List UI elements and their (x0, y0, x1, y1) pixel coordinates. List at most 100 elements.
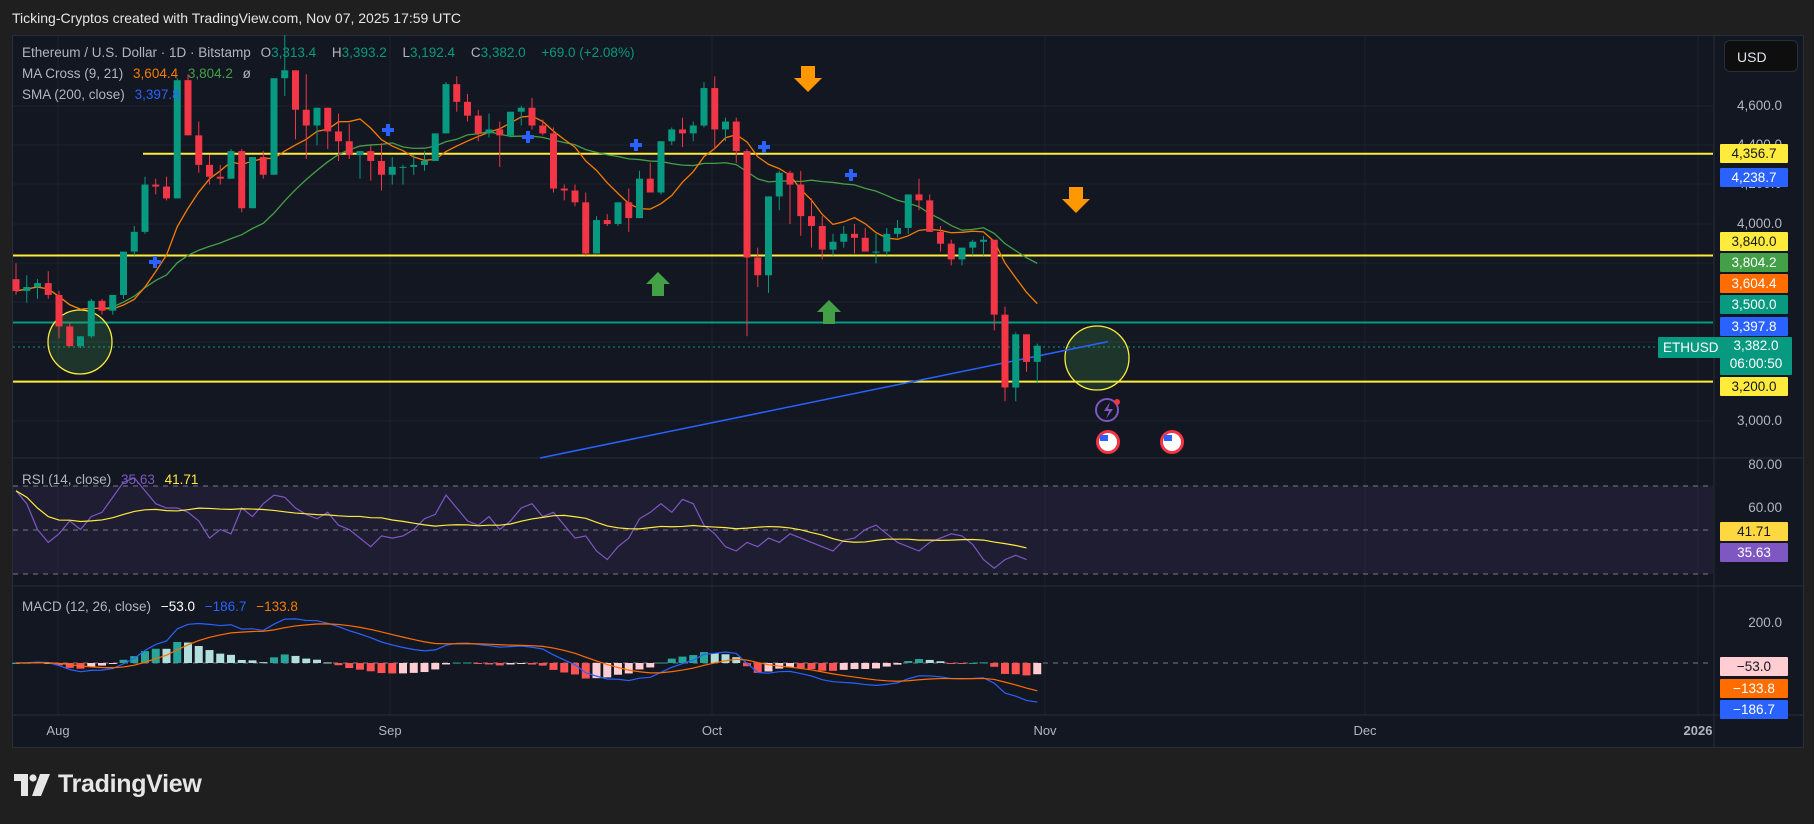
macd-value-tag: −53.0 (1720, 657, 1788, 676)
macd-histogram-bar (667, 658, 676, 663)
price-level-tag: 3,500.0 (1720, 295, 1788, 314)
axis-tick-label: 200.0 (1748, 615, 1782, 630)
lightning-icon (1104, 402, 1113, 419)
candle-body (410, 164, 418, 167)
time-axis-label: Nov (1033, 723, 1057, 738)
macd-histogram-bar (345, 663, 354, 669)
macd-histogram-bar (1001, 663, 1009, 674)
candle-body (689, 125, 697, 134)
macd-histogram-bar (710, 653, 719, 663)
ma21-line (15, 130, 1038, 310)
axis-tick-label: 80.00 (1748, 457, 1782, 472)
candle-body (464, 101, 471, 116)
macd-histogram-bar (420, 663, 429, 673)
time-axis-label: 2026 (1683, 723, 1713, 738)
rsi-label: RSI (14, close) (22, 472, 112, 487)
macd-histogram-bar (463, 662, 472, 664)
macd-histogram-bar (302, 658, 311, 663)
rsi-value-tag: 41.71 (1720, 522, 1788, 541)
currency-button[interactable]: USD (1724, 40, 1798, 72)
candle-body (969, 241, 977, 248)
tradingview-logo[interactable]: TradingView (14, 770, 202, 799)
candle-body (786, 172, 794, 185)
candle-body (614, 202, 622, 224)
sma-legend[interactable]: SMA (200, close) 3,397.8 (22, 87, 186, 102)
macd-value: −186.7 (204, 599, 247, 614)
cross-signal-icon (382, 124, 394, 136)
ma-slow-value: 3,804.2 (187, 66, 233, 81)
macd-histogram-bar (108, 663, 117, 664)
candle-body (87, 300, 95, 337)
rsi-legend[interactable]: RSI (14, close) 35.63 41.71 (22, 472, 204, 487)
macd-histogram-bar (399, 663, 407, 674)
candle-body (1012, 334, 1020, 388)
candle-body (754, 257, 762, 276)
cross-signal-icon (845, 169, 857, 181)
ma-cross-legend[interactable]: MA Cross (9, 21) 3,604.4 3,804.2 ø (22, 66, 257, 81)
macd-histogram-bar (237, 659, 246, 663)
candle-body (829, 241, 837, 250)
sma-label: SMA (200, close) (22, 87, 125, 102)
candle-body (980, 239, 987, 242)
macd-histogram-bar (549, 663, 558, 670)
time-axis-label: Aug (46, 723, 70, 738)
macd-histogram-bar (98, 663, 106, 666)
candle-body (249, 157, 256, 209)
candle-body (474, 115, 482, 134)
chart-attribution: Ticking-Cryptos created with TradingView… (12, 10, 461, 26)
macd-histogram-bar (1011, 663, 1020, 675)
price-level-tag: 4,356.7 (1720, 144, 1788, 163)
candle-body (12, 279, 20, 291)
macd-histogram-bar (538, 663, 547, 666)
price-level-tag: 3,604.4 (1720, 274, 1788, 293)
macd-histogram-bar (388, 663, 397, 674)
macd-histogram-bar (248, 660, 257, 663)
sma200-line (539, 340, 1109, 459)
tradingview-logo-icon (14, 773, 50, 796)
macd-histogram-bar (55, 663, 63, 666)
symbol-title[interactable]: Ethereum / U.S. Dollar · 1D · Bitstamp (22, 45, 251, 60)
candle-body (270, 78, 278, 175)
candle-body (130, 231, 138, 252)
price-level-tag: 3,840.0 (1720, 232, 1788, 251)
macd-histogram-bar (12, 663, 20, 664)
macd-histogram-bar (882, 663, 891, 667)
macd-histogram-bar (334, 663, 343, 666)
macd-histogram-bar (925, 659, 934, 663)
macd-histogram-bar (614, 663, 622, 675)
price-level-tag: 3,804.2 (1720, 253, 1788, 272)
candle-body (442, 84, 450, 134)
macd-histogram-bar (227, 654, 235, 663)
macd-histogram-bar (624, 663, 633, 674)
cross-signal-icon (149, 256, 161, 268)
candle-body (507, 111, 514, 136)
candle-body (109, 294, 117, 311)
candle-body (571, 190, 579, 203)
candle-body (700, 88, 708, 126)
sell-arrow-icon (794, 66, 822, 92)
macd-histogram-bar (915, 659, 923, 663)
macd-histogram-bar (119, 659, 128, 663)
macd-histogram-bar (409, 663, 418, 673)
macd-histogram-bar (936, 661, 945, 663)
macd-histogram-bar (850, 663, 859, 670)
candle-body (775, 172, 783, 197)
macd-histogram-bar (1033, 663, 1042, 675)
candle-body (173, 80, 181, 199)
price-level-tag: 3,397.8 (1720, 317, 1788, 336)
candle-body (679, 129, 686, 134)
candle-body (872, 251, 880, 253)
macd-histogram-bar (474, 663, 483, 664)
macd-histogram-bar (581, 663, 590, 679)
candle-body (292, 70, 299, 110)
macd-histogram-bar (431, 663, 440, 670)
macd-value-tag: −133.8 (1720, 679, 1788, 698)
macd-histogram-bar (141, 651, 149, 663)
macd-legend[interactable]: MACD (12, 26, close) −53.0 −186.7 −133.8 (22, 599, 304, 614)
ma9-line (15, 115, 1038, 310)
macd-histogram-bar (990, 663, 999, 667)
candle-body (163, 186, 170, 199)
axis-tick-label: 4,000.0 (1736, 216, 1782, 231)
candle-body (904, 194, 912, 228)
